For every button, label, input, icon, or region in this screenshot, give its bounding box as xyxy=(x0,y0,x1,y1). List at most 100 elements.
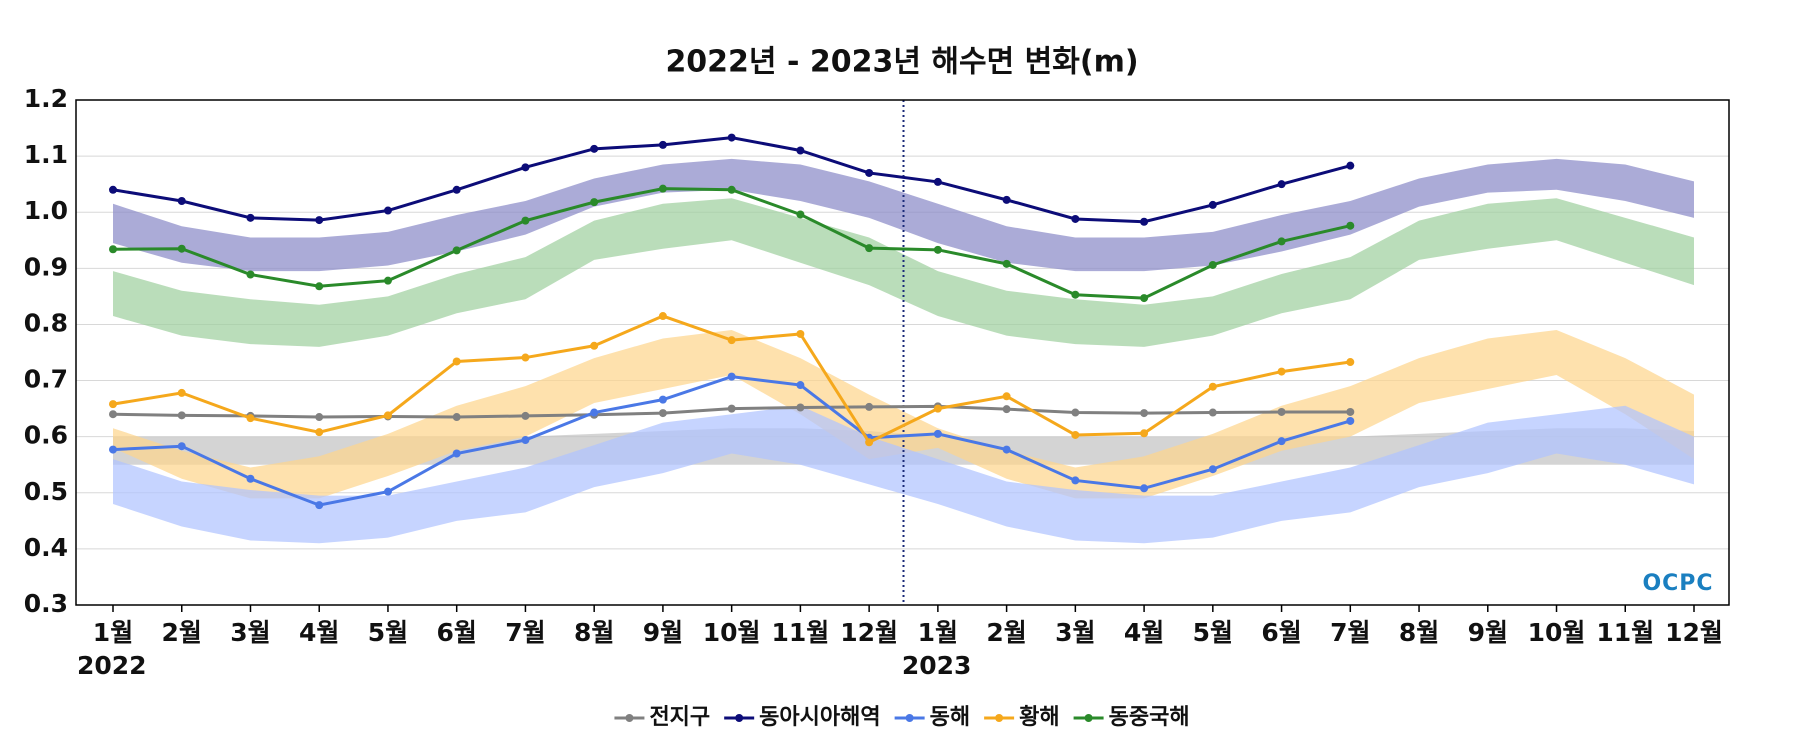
data-point xyxy=(246,213,255,222)
data-point xyxy=(452,185,461,194)
data-point xyxy=(590,341,599,350)
data-point xyxy=(1002,445,1011,454)
climatology-band xyxy=(113,330,1694,499)
x-tick-label: 9월 xyxy=(643,618,683,647)
data-point xyxy=(1071,430,1080,439)
legend-label: 동중국해 xyxy=(1109,705,1190,730)
data-point xyxy=(177,388,186,397)
data-point xyxy=(1208,465,1217,474)
legend-label: 전지구 xyxy=(649,705,710,730)
data-point xyxy=(383,276,392,285)
x-tick-label: 12월 xyxy=(840,618,898,647)
data-point xyxy=(1277,237,1286,246)
data-point xyxy=(796,210,805,219)
y-tick-label: 0.5 xyxy=(24,477,68,506)
data-point xyxy=(1002,405,1011,414)
data-point xyxy=(796,146,805,155)
data-point xyxy=(590,198,599,207)
x-tick-label: 1월 xyxy=(93,618,133,647)
data-point xyxy=(865,402,874,411)
data-point xyxy=(315,216,324,225)
year-label: 2022 xyxy=(77,651,147,680)
legend-label: 동해 xyxy=(930,705,970,730)
logo: OCPC xyxy=(1642,571,1713,596)
data-point xyxy=(452,449,461,458)
x-tick-label: 11월 xyxy=(1596,618,1654,647)
x-tick-label: 4월 xyxy=(1124,618,1164,647)
data-point xyxy=(246,414,255,423)
data-point xyxy=(590,408,599,417)
data-point xyxy=(452,357,461,366)
data-point xyxy=(521,163,530,172)
x-tick-label: 1월 xyxy=(918,618,958,647)
data-point xyxy=(727,133,736,142)
climatology-band xyxy=(113,405,1694,544)
x-tick-label: 2월 xyxy=(986,618,1026,647)
data-point xyxy=(1002,259,1011,268)
data-point xyxy=(1277,367,1286,376)
legend-marker xyxy=(995,714,1004,722)
data-point xyxy=(109,185,117,194)
data-point xyxy=(246,474,255,483)
data-point xyxy=(727,372,736,381)
data-point xyxy=(383,206,392,215)
data-point xyxy=(383,487,392,496)
data-point xyxy=(521,216,530,225)
x-tick-label: 8월 xyxy=(1399,618,1439,647)
data-point xyxy=(727,404,736,413)
data-point xyxy=(1208,200,1217,209)
data-point xyxy=(246,270,255,279)
x-tick-label: 3월 xyxy=(230,618,270,647)
data-point xyxy=(109,400,117,409)
data-point xyxy=(727,336,736,345)
y-tick-label: 1.1 xyxy=(24,140,68,169)
data-point xyxy=(933,177,942,186)
data-point xyxy=(658,312,667,321)
data-point xyxy=(315,428,324,437)
data-point xyxy=(658,184,667,193)
year-label: 2023 xyxy=(902,651,972,680)
data-point xyxy=(1140,217,1149,226)
data-point xyxy=(727,185,736,194)
x-tick-label: 10월 xyxy=(703,618,761,647)
legend-marker xyxy=(735,714,744,722)
data-point xyxy=(933,245,942,254)
data-point xyxy=(1346,358,1355,367)
data-point xyxy=(658,395,667,404)
data-point xyxy=(658,140,667,149)
x-tick-label: 4월 xyxy=(299,618,339,647)
plot-frame xyxy=(75,99,1730,606)
data-point xyxy=(315,501,324,510)
y-tick-label: 0.3 xyxy=(24,589,68,618)
chart-title: 2022년 - 2023년 해수면 변화(m) xyxy=(665,45,1138,80)
data-point xyxy=(177,411,186,420)
data-point xyxy=(796,329,805,338)
legend-marker xyxy=(625,714,634,722)
x-tick-label: 2월 xyxy=(162,618,202,647)
data-point xyxy=(1140,409,1149,418)
legend-label: 동아시아해역 xyxy=(759,705,880,730)
data-point xyxy=(1346,221,1355,230)
data-point xyxy=(1208,408,1217,417)
y-tick-label: 0.4 xyxy=(24,533,68,562)
x-tick-label: 10월 xyxy=(1528,618,1586,647)
data-point xyxy=(1140,484,1149,493)
data-point xyxy=(109,445,117,454)
data-point xyxy=(1071,408,1080,417)
data-point xyxy=(933,404,942,413)
data-point xyxy=(1208,260,1217,269)
data-point xyxy=(1277,437,1286,446)
data-point xyxy=(315,282,324,291)
data-point xyxy=(109,410,117,419)
data-point xyxy=(1002,195,1011,204)
data-point xyxy=(796,403,805,412)
data-point xyxy=(1346,161,1355,170)
x-tick-label: 11월 xyxy=(771,618,829,647)
data-point xyxy=(383,411,392,420)
y-tick-label: 1.0 xyxy=(24,196,68,225)
data-point xyxy=(865,438,874,447)
data-point xyxy=(177,244,186,253)
data-point xyxy=(521,411,530,420)
data-point xyxy=(109,245,117,254)
